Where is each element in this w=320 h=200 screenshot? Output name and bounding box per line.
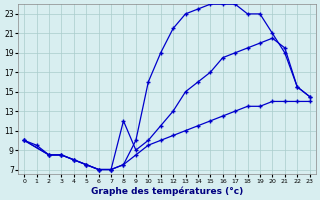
X-axis label: Graphe des températures (°c): Graphe des températures (°c) xyxy=(91,186,243,196)
